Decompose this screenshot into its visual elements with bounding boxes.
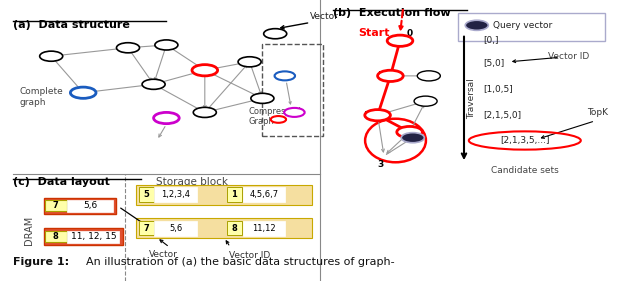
Circle shape [193, 107, 216, 117]
Text: 5: 5 [143, 190, 150, 199]
Text: 11,12: 11,12 [253, 224, 276, 233]
Text: 4,5,6,7: 4,5,6,7 [250, 190, 279, 199]
Text: 1,2,3,4: 1,2,3,4 [161, 190, 191, 199]
Circle shape [284, 108, 305, 117]
FancyBboxPatch shape [243, 221, 285, 236]
Text: Traversal: Traversal [467, 78, 476, 119]
Circle shape [142, 79, 165, 89]
Circle shape [192, 65, 218, 76]
Circle shape [417, 71, 440, 81]
FancyBboxPatch shape [44, 228, 123, 245]
Text: (b)  Execution flow: (b) Execution flow [333, 8, 451, 19]
FancyBboxPatch shape [243, 187, 285, 202]
Text: 5,6: 5,6 [170, 224, 182, 233]
FancyBboxPatch shape [154, 187, 197, 202]
FancyBboxPatch shape [154, 221, 197, 236]
FancyBboxPatch shape [136, 185, 312, 205]
Text: [2,1,3,5,...]: [2,1,3,5,...] [500, 136, 550, 145]
Circle shape [378, 70, 403, 81]
FancyBboxPatch shape [136, 218, 312, 238]
Text: (a)  Data structure: (a) Data structure [13, 20, 130, 30]
Text: [2,1,5,0]: [2,1,5,0] [483, 111, 522, 120]
Circle shape [251, 93, 274, 103]
Text: 5: 5 [378, 71, 384, 80]
Text: 7: 7 [53, 201, 58, 210]
Text: Compressed
Graph: Compressed Graph [248, 107, 301, 126]
Circle shape [193, 65, 216, 75]
Text: [0,]: [0,] [483, 36, 499, 45]
Text: 11, 12, 15: 11, 12, 15 [71, 232, 117, 241]
Text: (c)  Data layout: (c) Data layout [13, 177, 109, 187]
FancyBboxPatch shape [45, 200, 67, 211]
Text: Candidate sets: Candidate sets [491, 166, 559, 175]
Circle shape [238, 57, 261, 67]
Text: Figure 1:: Figure 1: [13, 257, 69, 267]
Circle shape [465, 20, 488, 30]
FancyBboxPatch shape [139, 221, 154, 235]
Text: Complete
graph: Complete graph [19, 87, 63, 106]
Circle shape [264, 29, 287, 39]
Circle shape [271, 116, 286, 123]
FancyBboxPatch shape [458, 13, 605, 41]
Text: TopK: TopK [587, 108, 608, 117]
Text: Storage block: Storage block [156, 177, 228, 187]
Circle shape [70, 87, 96, 98]
Text: [5,0]: [5,0] [483, 59, 504, 68]
Text: 3: 3 [378, 160, 384, 169]
Text: Vector: Vector [148, 250, 178, 259]
Circle shape [387, 35, 413, 46]
Circle shape [154, 112, 179, 124]
Text: 8: 8 [232, 224, 237, 233]
Circle shape [414, 96, 437, 106]
Text: An illustration of (a) the basic data structures of graph-: An illustration of (a) the basic data st… [86, 257, 395, 267]
FancyBboxPatch shape [44, 198, 116, 214]
FancyBboxPatch shape [67, 231, 119, 243]
FancyBboxPatch shape [67, 200, 113, 212]
FancyBboxPatch shape [45, 231, 67, 242]
Text: 0: 0 [406, 29, 413, 38]
Circle shape [155, 40, 178, 50]
Text: 8: 8 [53, 232, 58, 241]
Circle shape [275, 71, 295, 80]
Text: [1,0,5]: [1,0,5] [483, 85, 513, 94]
Circle shape [401, 133, 424, 143]
Text: Query vector: Query vector [493, 21, 552, 30]
FancyBboxPatch shape [227, 221, 242, 235]
Circle shape [397, 126, 422, 138]
Text: DRAM: DRAM [24, 216, 34, 245]
Circle shape [365, 110, 390, 121]
Text: Vector ID: Vector ID [229, 251, 270, 260]
Text: Vector: Vector [310, 12, 339, 21]
Text: 1: 1 [231, 190, 237, 199]
Circle shape [40, 51, 63, 61]
Text: 5,6: 5,6 [84, 201, 98, 210]
Text: Start: Start [358, 28, 390, 38]
Text: 1: 1 [364, 111, 370, 120]
Circle shape [116, 43, 140, 53]
FancyBboxPatch shape [227, 187, 242, 202]
Text: Vector ID: Vector ID [548, 52, 589, 61]
FancyBboxPatch shape [139, 187, 154, 202]
Text: 2: 2 [416, 133, 422, 142]
Text: 7: 7 [144, 224, 149, 233]
